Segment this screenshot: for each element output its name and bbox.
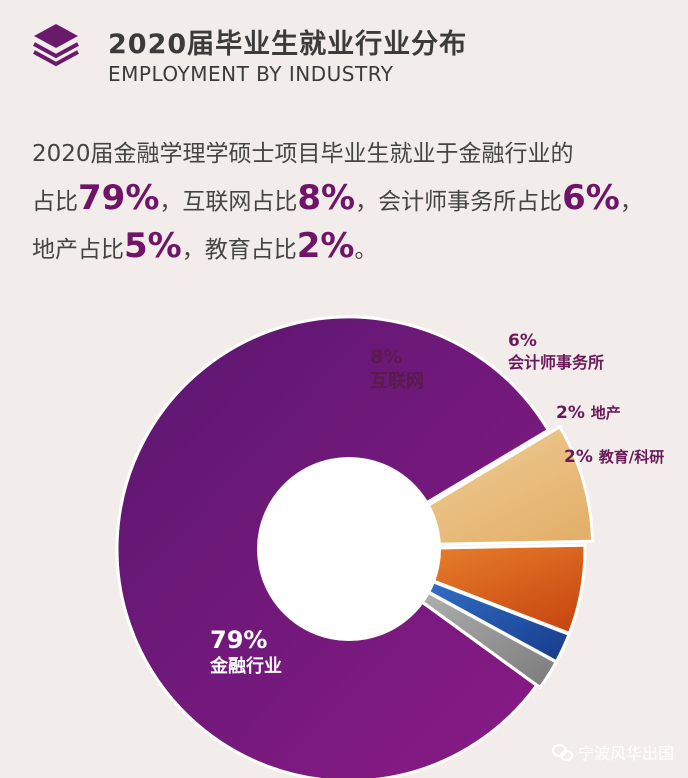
slice-internet-value-label: 8% [370, 346, 402, 368]
wechat-icon [551, 744, 573, 761]
slice-finance-value-label: 79% [210, 626, 267, 654]
desc-text: ，互联网占比 [159, 189, 298, 215]
slice-realestate-name-label: 地产 [591, 404, 621, 422]
slice-accounting-name-label: 会计师事务所 [508, 353, 604, 372]
desc-value-accounting: 6% [562, 178, 620, 218]
desc-text: ，教育占比 [181, 237, 297, 263]
slice-realestate-label: 2% 地产 [556, 403, 621, 423]
desc-value-education: 2% [296, 226, 355, 266]
donut-hole [257, 457, 441, 641]
watermark-text: 宁波风华出国 [577, 744, 674, 763]
desc-value-internet: 8% [297, 178, 356, 218]
desc-value-finance: 79% [78, 178, 160, 218]
slice-finance-name-label: 金融行业 [209, 655, 282, 677]
description-line-3: 地产占比5%，教育占比2%。 [32, 224, 662, 272]
watermark: 宁波风华出国 [551, 740, 674, 764]
desc-text: 。 [354, 237, 378, 263]
slice-education-label: 2% 教育/科研 [564, 447, 664, 467]
desc-text: ，会计师事务所占比 [355, 189, 563, 215]
description: 2020届金融学理学硕士项目毕业生就业于金融行业的 占比79%，互联网占比8%，… [32, 132, 662, 272]
slice-internet-name-label: 互联网 [370, 371, 424, 392]
page-title: 2020届毕业生就业行业分布 [108, 29, 468, 60]
desc-text: 地产占比 [32, 237, 124, 263]
desc-text: 占比 [32, 189, 78, 215]
page-subtitle: EMPLOYMENT BY INDUSTRY [108, 62, 394, 86]
slice-education-value-label: 2% [564, 447, 599, 467]
slice-education-name-label: 教育/科研 [598, 448, 664, 466]
description-line-1: 2020届金融学理学硕士项目毕业生就业于金融行业的 [32, 141, 574, 167]
slice-realestate-value-label: 2% [556, 403, 591, 423]
description-line-2: 占比79%，互联网占比8%，会计师事务所占比6%， [32, 176, 662, 224]
desc-text: ， [619, 189, 643, 215]
desc-value-realestate: 5% [124, 226, 182, 266]
slice-accounting-value-label: 6% [508, 331, 537, 351]
stacked-layers-icon [33, 24, 79, 67]
